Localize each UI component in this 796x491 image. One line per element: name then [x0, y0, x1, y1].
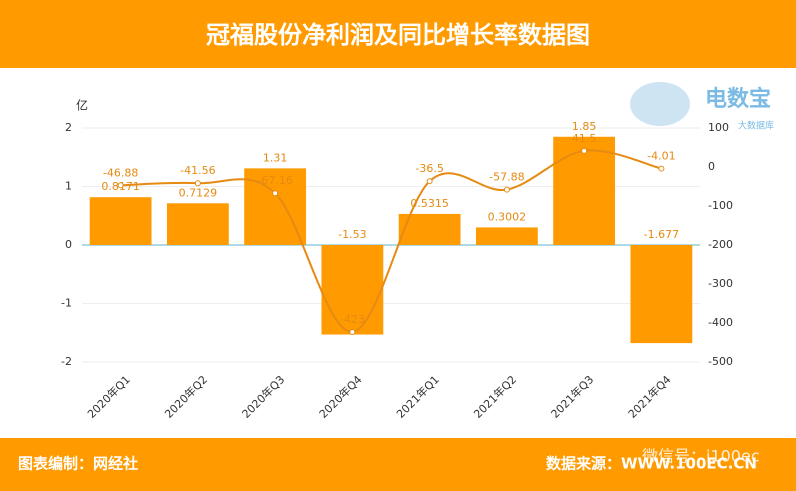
y-unit: 亿 [76, 98, 88, 113]
bar-value-label: 0.7129 [179, 186, 218, 199]
bar-value-label: 0.5315 [410, 197, 449, 210]
line-point [194, 180, 201, 187]
brand-watermark: 电数宝 [705, 86, 771, 112]
line-value-label: -36.5 [415, 162, 443, 175]
line-point [658, 165, 665, 172]
bar-value-label: -1.53 [338, 228, 366, 241]
bar [89, 197, 152, 245]
chart-title: 冠福股份净利润及同比增长率数据图 [206, 21, 590, 49]
bar [475, 227, 538, 245]
line-value-label: -423 [340, 313, 365, 326]
line-value-label: -46.88 [103, 166, 138, 179]
line [120, 149, 662, 333]
bar-value-label: 1.31 [263, 151, 288, 164]
bar-value-label: 1.85 [572, 120, 597, 133]
line-value-label: -67.16 [257, 174, 292, 187]
line-point [426, 178, 433, 185]
line-value-label: -4.01 [647, 150, 675, 163]
source: 数据来源：WWW.100EC.CN [546, 455, 757, 473]
line-value-label: 41.5 [572, 132, 597, 145]
y2-tick-label: -400 [708, 316, 733, 329]
credit: 图表编制：网经社 [18, 455, 138, 473]
wechat-watermark: 微信号：i100ec [642, 447, 760, 466]
bar-value-label: 0.3002 [488, 210, 527, 223]
bar-value-label: -1.677 [644, 228, 679, 241]
line-value-label: -57.88 [489, 171, 524, 184]
line-point [272, 190, 279, 197]
logo-cloud [630, 82, 690, 126]
y2-tick-label: -100 [708, 199, 733, 212]
y2-tick-label: -300 [708, 277, 733, 290]
brand-sub: 大数据库 [738, 120, 774, 132]
y-tick-label: -1 [61, 297, 72, 310]
y-tick-label: 1 [65, 180, 72, 193]
y-tick-label: 0 [65, 238, 72, 251]
y2-tick-label: -500 [708, 355, 733, 368]
bar [630, 245, 693, 344]
header-band [0, 0, 796, 68]
bar [553, 136, 616, 245]
bar [321, 245, 384, 335]
bar [166, 203, 229, 245]
y2-tick-label: -200 [708, 238, 733, 251]
line-point [349, 328, 356, 335]
y2-tick-label: 0 [708, 160, 715, 173]
y-tick-label: 2 [65, 121, 72, 134]
y2-tick-label: 100 [708, 121, 729, 134]
line-value-label: -41.56 [180, 164, 215, 177]
line-point [503, 186, 510, 193]
footer-band [0, 438, 796, 491]
line-point [581, 147, 588, 154]
y-tick-label: -2 [61, 355, 72, 368]
line-point [117, 182, 124, 189]
